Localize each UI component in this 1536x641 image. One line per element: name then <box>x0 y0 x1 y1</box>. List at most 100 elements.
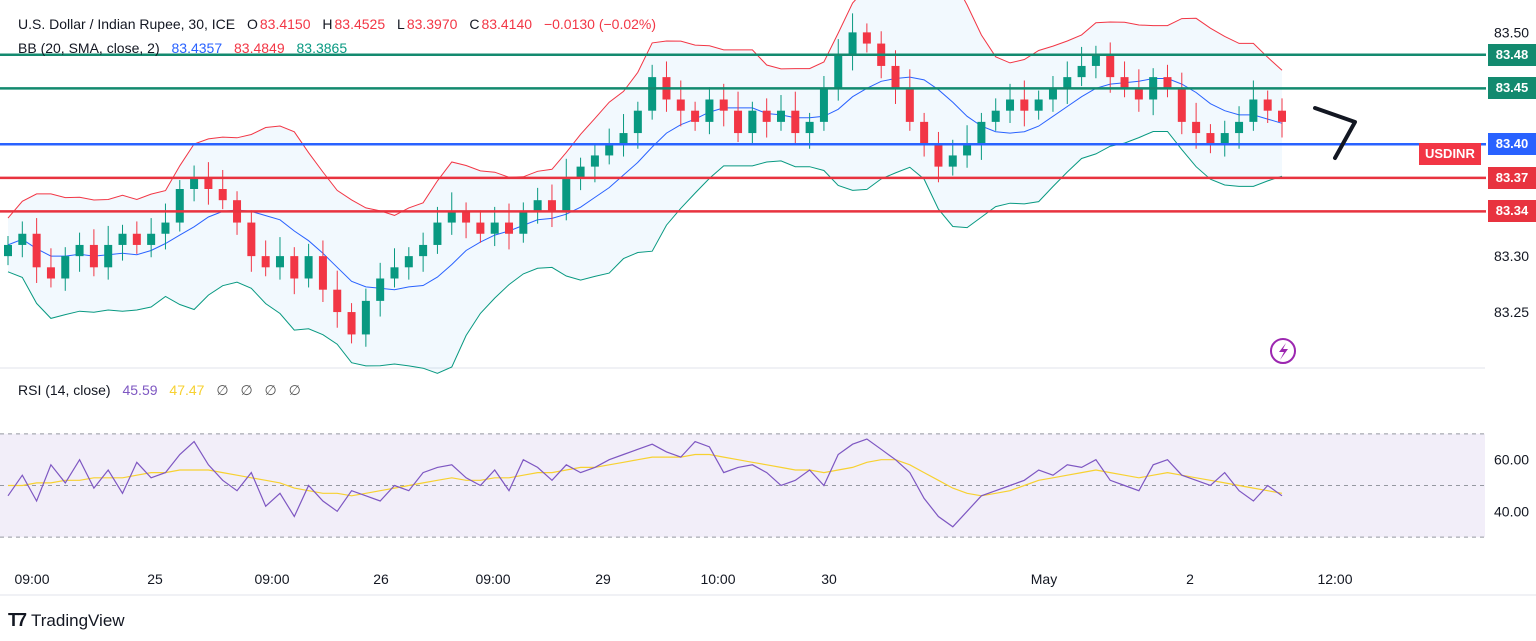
rsi-name: RSI (14, close) <box>18 382 111 398</box>
candle-body <box>1134 88 1143 100</box>
time-axis-label: 12:00 <box>1317 571 1352 587</box>
bb-upper-line <box>7 0 1283 219</box>
rsi-extra-2: ∅ <box>240 382 253 398</box>
footer-branding[interactable]: T7 TradingView <box>8 610 125 631</box>
price-level-tag: 83.48 <box>1488 43 1536 66</box>
candle-body <box>1177 88 1186 122</box>
price-level-tag: 83.45 <box>1488 77 1536 100</box>
time-axis-label: 09:00 <box>254 571 289 587</box>
candle-body <box>905 88 914 122</box>
price-axis-label: 83.30 <box>1494 248 1529 264</box>
candle-body <box>318 256 327 290</box>
candle-body <box>719 99 728 111</box>
candle-body <box>1163 77 1172 89</box>
low-label: L <box>397 16 405 32</box>
bb-legend[interactable]: BB (20, SMA, close, 2) 83.4357 83.4849 8… <box>18 40 349 56</box>
candle-body <box>147 233 156 245</box>
candle-body <box>1263 99 1272 111</box>
candle-body <box>934 144 943 167</box>
candle-body <box>590 155 599 167</box>
time-axis-label: 29 <box>595 571 611 587</box>
candle-body <box>118 233 127 245</box>
ohlc-legend: U.S. Dollar / Indian Rupee, 30, ICE O 83.… <box>18 16 658 32</box>
candle-body <box>61 256 70 279</box>
rsi-extra-4: ∅ <box>288 382 301 398</box>
high-label: H <box>322 16 333 32</box>
candle-body <box>32 233 41 268</box>
candle-body <box>175 189 184 223</box>
time-axis-label: 09:00 <box>475 571 510 587</box>
rsi-extra-1: ∅ <box>216 382 229 398</box>
bb-name: BB (20, SMA, close, 2) <box>18 40 160 56</box>
candle-body <box>648 77 657 111</box>
candle-body <box>1048 88 1057 100</box>
rsi-line <box>7 438 1283 528</box>
bb-upper-value: 83.4849 <box>234 40 285 56</box>
candle-body <box>605 144 614 156</box>
lightning-icon[interactable] <box>1270 338 1296 364</box>
rsi-legend[interactable]: RSI (14, close) 45.59 47.47 ∅ ∅ ∅ ∅ <box>18 382 303 399</box>
price-axis-label: 83.25 <box>1494 304 1529 320</box>
candle-body <box>805 121 814 134</box>
grid-layer <box>0 367 1536 596</box>
close-value: 83.4140 <box>481 16 533 32</box>
time-axis-label: 30 <box>821 571 837 587</box>
candle-body <box>1020 99 1029 111</box>
candle-body <box>204 177 213 189</box>
candle-body <box>376 278 385 301</box>
arrow-drawing[interactable] <box>1313 106 1357 160</box>
bb-lower-line <box>7 131 1283 374</box>
rsi-value: 45.59 <box>122 382 158 398</box>
candle-body <box>948 155 957 167</box>
symbol-title[interactable]: U.S. Dollar / Indian Rupee, 30, ICE <box>18 16 236 32</box>
candle-body <box>4 244 12 257</box>
price-level-tag: 83.34 <box>1488 200 1536 223</box>
candle-body <box>762 110 771 122</box>
time-axis-label: 09:00 <box>14 571 49 587</box>
candle-body <box>776 110 785 122</box>
candle-body <box>1235 121 1244 134</box>
candle-body <box>547 200 556 212</box>
bb-basis-value: 83.4357 <box>171 40 223 56</box>
candle-body <box>1091 54 1100 66</box>
candle-body <box>361 300 370 335</box>
candle-body <box>920 121 929 145</box>
candle-body <box>1249 99 1258 122</box>
candle-body <box>734 110 743 134</box>
candle-body <box>819 88 828 122</box>
candle-body <box>476 222 485 234</box>
change-value: −0.0130 (−0.02%) <box>543 16 657 32</box>
candle-body <box>748 110 757 134</box>
candlestick-series <box>4 13 1286 347</box>
price-axis-label: 83.50 <box>1494 24 1529 40</box>
symbol-tag: USDINR <box>1419 143 1481 165</box>
price-level-tag: 83.37 <box>1488 166 1536 189</box>
candle-body <box>275 256 284 268</box>
candle-body <box>333 289 342 313</box>
candle-body <box>505 222 514 234</box>
candle-body <box>533 200 542 212</box>
candle-body <box>691 110 700 122</box>
candle-body <box>1063 77 1072 89</box>
close-label: C <box>469 16 480 32</box>
open-value: 83.4150 <box>259 16 311 32</box>
candle-body <box>676 99 685 111</box>
candle-body <box>562 177 571 212</box>
candle-body <box>46 267 55 279</box>
price-level-tag: 83.40 <box>1488 133 1536 156</box>
candle-body <box>132 233 141 245</box>
candle-body <box>1192 121 1201 134</box>
candle-body <box>1220 133 1229 145</box>
candle-body <box>791 110 800 134</box>
candle-body <box>419 244 428 257</box>
candle-body <box>963 144 972 156</box>
candle-body <box>1206 133 1215 145</box>
candle-body <box>75 244 84 257</box>
candle-body <box>190 177 199 189</box>
candle-body <box>490 222 499 234</box>
candle-body <box>304 256 313 279</box>
candle-body <box>261 256 270 268</box>
rsi-axis-label: 60.00 <box>1494 452 1529 468</box>
candle-body <box>977 121 986 145</box>
